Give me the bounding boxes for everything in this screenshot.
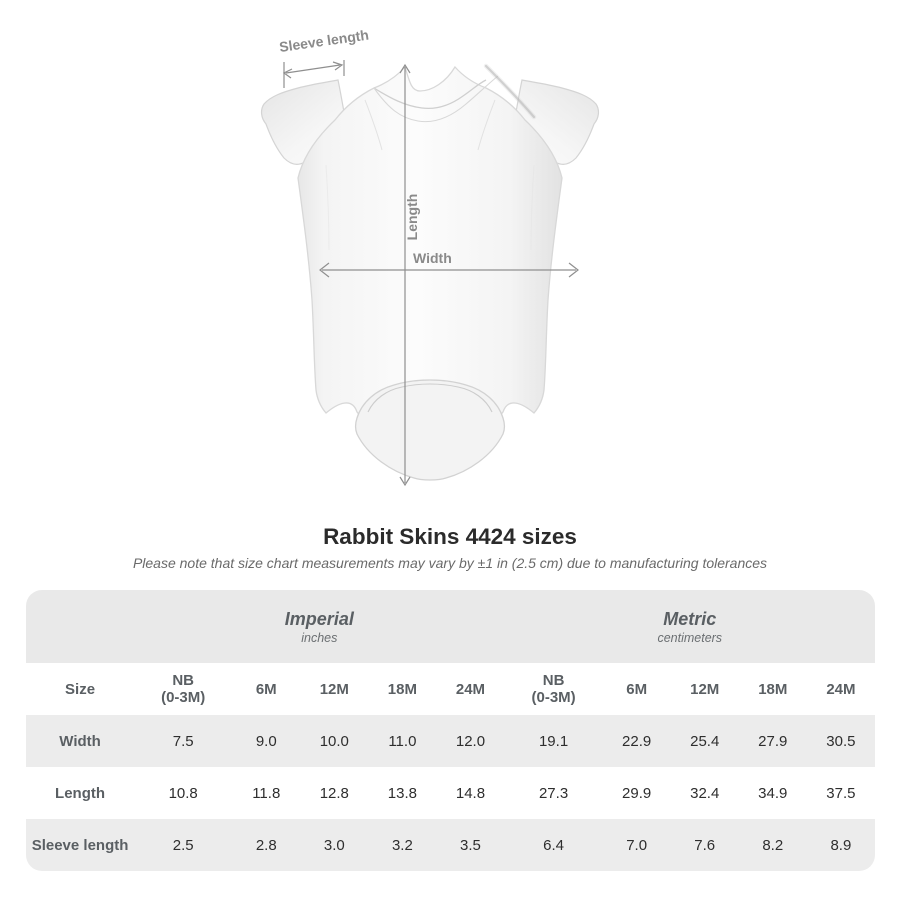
svg-text:Width: Width xyxy=(413,250,452,266)
svg-text:Sleeve length: Sleeve length xyxy=(278,27,370,55)
svg-text:Length: Length xyxy=(404,194,420,241)
